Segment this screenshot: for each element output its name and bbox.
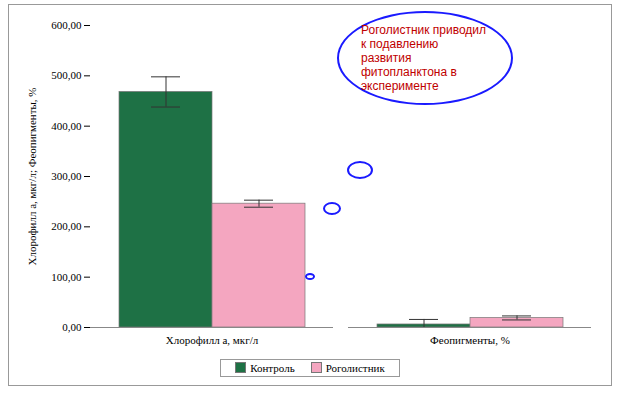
svg-text:100,00: 100,00 xyxy=(51,271,82,283)
svg-text:Феопигменты, %: Феопигменты, % xyxy=(430,334,510,346)
svg-text:0,00: 0,00 xyxy=(62,321,82,333)
html-text:Контроль: Контроль xyxy=(250,362,295,374)
html-text:Роголистник: Роголистник xyxy=(325,362,385,374)
svg-text:500,00: 500,00 xyxy=(51,69,82,81)
svg-text:Хлорофилл а, мкг/л: Хлорофилл а, мкг/л xyxy=(166,334,259,346)
html-text:Роголистник приводил к подавле: Роголистник приводил к подавлению развит… xyxy=(361,23,486,93)
svg-text:400,00: 400,00 xyxy=(51,120,82,132)
svg-text:300,00: 300,00 xyxy=(51,170,82,182)
svg-text:Хлорофилл а, мкг/л; Феопигмент: Хлорофилл а, мкг/л; Феопигменты, % xyxy=(26,87,38,265)
svg-text:200,00: 200,00 xyxy=(51,220,82,232)
svg-text:600,00: 600,00 xyxy=(51,19,82,31)
